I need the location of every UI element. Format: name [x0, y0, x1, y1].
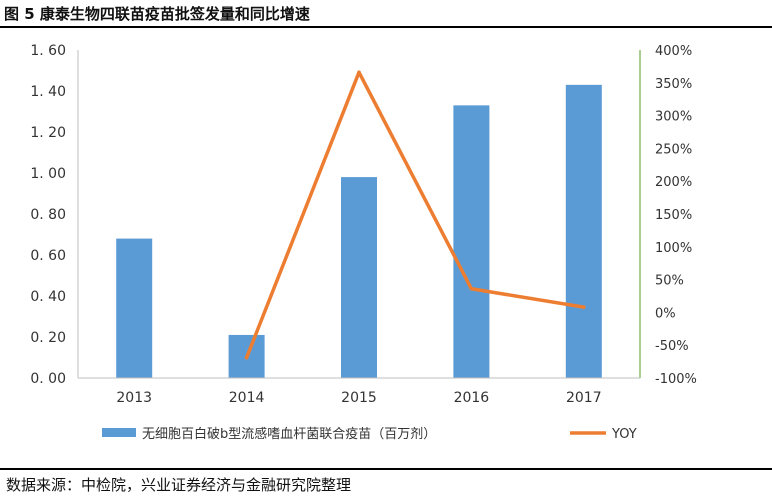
x-tick-label: 2016: [454, 390, 490, 406]
left-tick-label: 1. 20: [30, 125, 66, 141]
legend-bar-swatch: [102, 428, 136, 437]
x-axis: 2013 2014 2015 2016 2017: [78, 377, 640, 406]
right-tick-label: 300%: [655, 110, 692, 125]
right-tick-label: 50%: [655, 274, 684, 289]
x-tick-label: 2014: [229, 390, 265, 406]
left-tick-label: 0. 60: [30, 248, 66, 264]
right-tick-label: 400%: [655, 44, 692, 59]
x-tick-label: 2013: [116, 390, 152, 406]
right-axis: -100% -50% 0% 50% 100% 150% 200% 250% 300% 350% 40…: [639, 44, 697, 387]
left-tick-label: 0. 40: [30, 289, 66, 305]
bar-2016: [453, 105, 490, 378]
yoy-point: [582, 305, 586, 309]
right-tick-label: 250%: [655, 142, 692, 157]
left-tick-label: 1. 00: [30, 166, 66, 182]
yoy-point: [244, 355, 249, 360]
bar-2015: [341, 177, 377, 378]
legend: 无细胞百白破b型流感嗜血杆菌联合疫苗（百万剂） YOY: [102, 426, 637, 442]
x-tick-label: 2015: [341, 390, 377, 406]
yoy-point: [469, 286, 474, 291]
bars: [116, 84, 602, 378]
left-tick-label: 0. 00: [30, 371, 66, 387]
yoy-line-group: [244, 70, 586, 360]
title-rule: [0, 26, 772, 28]
figure-title: 图 5 康泰生物四联苗疫苗批签发量和同比增速: [4, 5, 310, 23]
right-tick-label: 350%: [655, 77, 692, 92]
legend-bar-label: 无细胞百白破b型流感嗜血杆菌联合疫苗（百万剂）: [142, 426, 436, 442]
left-axis: 0. 00 0. 20 0. 40 0. 60 0. 80 1. 00 1. 20 1. 40…: [30, 43, 79, 387]
left-tick-label: 1. 60: [30, 43, 66, 59]
bar-2017: [565, 84, 602, 378]
right-tick-label: 150%: [655, 208, 692, 223]
yoy-line: [244, 70, 586, 360]
left-tick-label: 0. 80: [30, 207, 66, 223]
right-tick-label: 200%: [655, 175, 692, 190]
right-tick-label: -100%: [655, 372, 697, 387]
left-tick-label: 0. 20: [30, 330, 66, 346]
legend-line-label: YOY: [611, 427, 637, 442]
yoy-point: [357, 70, 361, 75]
right-tick-label: -50%: [655, 339, 689, 354]
bar-2013: [116, 238, 153, 378]
left-tick-label: 1. 40: [30, 84, 66, 100]
chart: 0. 00 0. 20 0. 40 0. 60 0. 80 1. 00 1. 20 1. 40…: [30, 43, 697, 442]
source-note: 数据来源：中检院，兴业证券经济与金融研究院整理: [6, 476, 352, 494]
right-tick-label: 0%: [655, 306, 676, 321]
right-tick-label: 100%: [655, 241, 692, 256]
x-tick-label: 2017: [566, 390, 602, 406]
source-rule: [0, 468, 772, 470]
